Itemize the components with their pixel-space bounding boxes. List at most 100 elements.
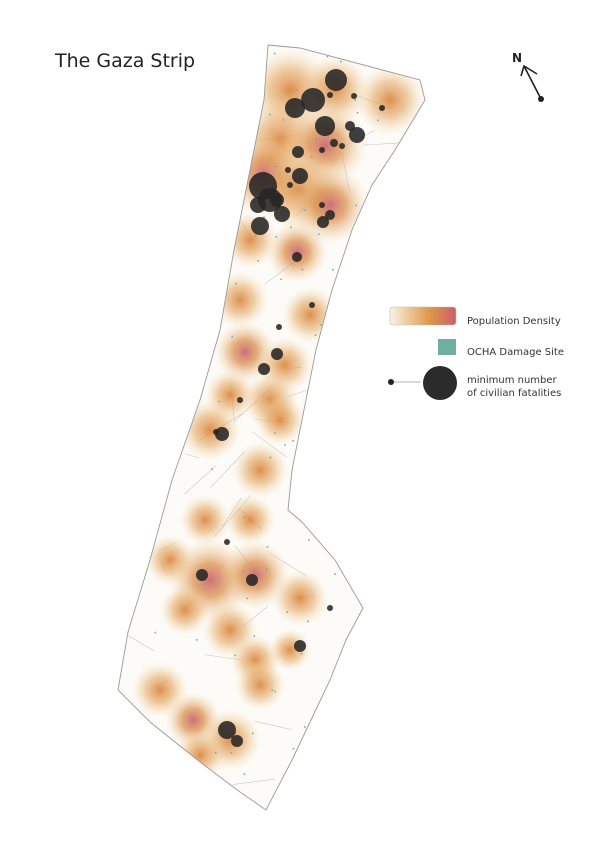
- damage-site: [263, 216, 265, 219]
- damage-site: [368, 605, 371, 607]
- district-border: [206, 251, 223, 261]
- damage-site: [377, 119, 379, 122]
- damage-site: [274, 690, 276, 693]
- fatality-marker: [317, 216, 329, 228]
- district-border: [420, 175, 425, 180]
- damage-site: [271, 689, 274, 691]
- damage-site: [304, 486, 307, 489]
- fatality-marker: [294, 640, 306, 652]
- damage-site: [178, 417, 181, 419]
- district-border: [334, 428, 361, 466]
- damage-site: [234, 654, 236, 657]
- damage-site: [321, 343, 323, 345]
- damage-site: [373, 778, 376, 781]
- fatality-marker: [301, 88, 325, 112]
- density-blob: [174, 729, 226, 781]
- damage-site: [214, 584, 217, 587]
- district-border: [373, 383, 379, 393]
- damage-site: [345, 286, 348, 289]
- damage-site: [185, 290, 187, 293]
- fatality-marker: [258, 363, 270, 375]
- district-border: [118, 161, 123, 179]
- damage-site: [301, 268, 304, 271]
- damage-site: [355, 204, 357, 207]
- damage-site: [174, 381, 177, 383]
- density-blob: [224, 494, 276, 546]
- fatality-marker: [292, 168, 308, 184]
- damage-site: [360, 239, 363, 241]
- damage-site: [409, 696, 412, 699]
- damage-site: [195, 639, 198, 641]
- fatality-marker: [327, 92, 333, 98]
- density-blob: [234, 659, 286, 711]
- fatality-marker: [309, 302, 315, 308]
- damage-site: [377, 786, 379, 788]
- district-border: [185, 240, 208, 251]
- damage-site: [211, 179, 214, 182]
- fatality-marker: [231, 735, 243, 747]
- fatality-marker: [327, 605, 333, 611]
- fatality-marker: [224, 539, 230, 545]
- damage-site: [182, 290, 185, 293]
- damage-site: [373, 599, 375, 602]
- fatality-swatch-small: [388, 379, 394, 385]
- density-blob: [355, 65, 425, 135]
- damage-site: [253, 635, 256, 637]
- damage-site: [351, 692, 354, 695]
- damage-site: [316, 369, 318, 371]
- damage-site: [274, 165, 277, 168]
- damage-site: [269, 456, 272, 459]
- damage-site: [318, 233, 320, 236]
- damage-site: [177, 385, 180, 388]
- damage-site: [389, 304, 392, 307]
- district-border: [181, 418, 191, 432]
- fatality-marker: [319, 202, 325, 208]
- damage-site: [172, 156, 174, 159]
- damage-site: [211, 468, 213, 471]
- density-blob: [254, 394, 306, 446]
- damage-site: [394, 561, 397, 563]
- damage-site: [153, 231, 156, 234]
- damage-site: [189, 293, 192, 296]
- density-blob: [179, 399, 241, 461]
- damage-site: [356, 111, 359, 114]
- damage-site: [282, 118, 285, 121]
- district-border: [307, 749, 335, 775]
- district-border: [363, 142, 400, 146]
- damage-site: [320, 324, 322, 326]
- damage-site: [243, 516, 245, 519]
- damage-site: [300, 469, 302, 472]
- fatality-swatch-large: [423, 366, 457, 400]
- fatality-marker: [292, 252, 302, 262]
- damage-site: [295, 88, 298, 91]
- fatality-marker: [285, 167, 291, 173]
- district-border: [123, 632, 154, 652]
- district-border: [125, 183, 166, 225]
- damage-site: [246, 597, 249, 600]
- district-border: [355, 255, 388, 296]
- damage-site: [150, 383, 152, 386]
- damage-site: [326, 55, 329, 58]
- district-border: [254, 721, 292, 730]
- damage-site: [331, 268, 334, 271]
- north-label: N: [512, 51, 522, 65]
- district-border: [159, 68, 179, 93]
- damage-site: [180, 292, 183, 295]
- damage-site: [369, 504, 372, 507]
- damage-site: [155, 279, 157, 281]
- district-border: [400, 281, 410, 289]
- district-border: [118, 425, 127, 438]
- damage-site: [231, 335, 234, 338]
- damage-site: [310, 156, 313, 158]
- district-border: [134, 384, 177, 401]
- north-arrow: N: [512, 51, 544, 102]
- damage-site: [235, 282, 237, 285]
- damage-site: [173, 275, 176, 278]
- damage-site: [216, 230, 219, 232]
- district-border: [363, 551, 389, 584]
- fatality-marker: [218, 721, 236, 739]
- damage-site: [183, 338, 186, 341]
- fatality-marker: [251, 217, 269, 235]
- damage-site: [257, 260, 259, 262]
- damage-site: [365, 302, 367, 305]
